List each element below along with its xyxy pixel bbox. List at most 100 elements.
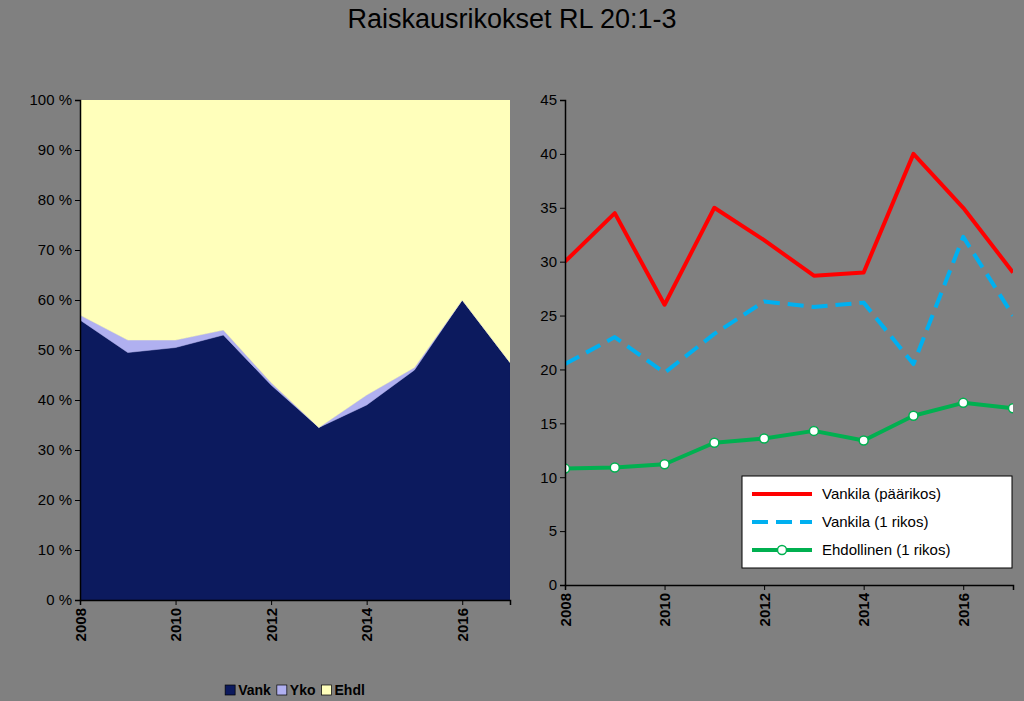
x-tick-label: 2010 [656,593,673,626]
y-tick-label: 70 % [38,241,72,258]
y-tick: 10 % [38,541,80,558]
y-tick-mark [560,585,565,586]
legend-label: Vankila (1 rikos) [822,513,928,530]
line-marker [610,463,619,472]
x-tick-label: 2016 [955,593,972,626]
y-tick-mark [75,600,80,601]
y-tick-mark [75,450,80,451]
legend-swatch [322,685,332,695]
x-tick: 2008 [557,585,574,626]
line-series [565,403,1013,469]
legend-swatch [277,685,287,695]
y-tick-label: 10 [540,469,557,486]
x-axis-line [566,586,1014,591]
y-tick-mark [560,369,565,370]
y-tick-mark [560,423,565,424]
x-tick-mark [565,585,566,590]
y-tick: 30 % [38,441,80,458]
y-tick: 80 % [38,191,80,208]
y-tick: 5 [549,522,565,539]
y-tick-mark [75,200,80,201]
y-tick: 60 % [38,291,80,308]
x-tick-mark [176,600,177,605]
y-tick-mark [75,550,80,551]
x-tick-mark [80,600,81,605]
chart-title: Raiskausrikokset RL 20:1-3 [347,4,676,34]
y-tick: 10 [540,469,565,486]
y-tick: 45 [540,91,565,108]
y-tick: 0 % [46,591,80,608]
y-tick-label: 20 [540,361,557,378]
x-tick-mark [764,585,765,590]
legend-item: Vank [225,682,271,698]
chart-panel: 0 5 10 15 20 25 30 35 40 45 2008 2010 2012 2014 2016 [540,91,1017,626]
x-axis: 20082010201220142016 [72,600,511,641]
x-tick-label: 2008 [557,593,574,626]
y-tick-label: 30 [540,253,557,270]
legend-swatch [752,492,812,496]
x-tick-label: 2012 [263,608,280,641]
legend-label: Vankila (päärikos) [822,485,941,502]
y-tick-mark [75,350,80,351]
y-tick: 100 % [29,91,80,108]
chart-panel: 0 %10 %20 %30 %40 %50 %60 %70 %80 %90 %1… [29,91,510,641]
y-tick-mark [560,316,565,317]
x-tick: 2014 [855,585,872,626]
y-tick: 40 [540,145,565,162]
x-tick: 2014 [358,600,375,641]
chart-root: Raiskausrikokset RL 20:1-30 %10 %20 %30 … [0,0,1024,701]
legend: VankYkoEhdl [225,682,365,698]
line-marker [660,460,669,469]
y-axis-line [75,101,81,601]
area-series [80,100,510,428]
line-marker [909,411,918,420]
y-tick-label: 0 % [46,591,72,608]
x-axis: 2008 2010 2012 2014 2016 [557,585,1014,626]
y-tick: 70 % [38,241,80,258]
x-tick: 2016 [454,600,471,641]
y-tick-mark [560,477,565,478]
y-tick: 30 [540,253,565,270]
y-tick-label: 50 % [38,341,72,358]
legend-label: Ehdollinen (1 rikos) [822,541,950,558]
y-tick-label: 0 [549,576,557,593]
y-tick-label: 25 [540,307,557,324]
x-tick: 2012 [756,585,773,626]
y-tick-label: 30 % [38,441,72,458]
y-tick-label: 15 [540,415,557,432]
y-tick: 20 [540,361,565,378]
y-tick-label: 45 [540,91,557,108]
y-axis: 0 5 10 15 20 25 30 35 40 45 [540,91,565,593]
y-tick-mark [560,262,565,263]
legend-label: Vank [238,682,271,698]
line-marker [859,436,868,445]
y-tick-label: 40 [540,145,557,162]
x-tick: 2010 [167,600,184,641]
y-axis-line [560,101,566,586]
y-tick-mark [75,300,80,301]
line-marker [760,434,769,443]
line-marker [959,398,968,407]
x-tick-mark [367,600,368,605]
y-tick: 0 [549,576,565,593]
y-tick: 25 [540,307,565,324]
y-tick-mark [560,208,565,209]
y-tick-label: 35 [540,199,557,216]
x-tick-label: 2012 [756,593,773,626]
line-marker [710,438,719,447]
x-tick-mark [963,585,964,590]
y-tick-label: 100 % [29,91,72,108]
y-tick-label: 60 % [38,291,72,308]
x-tick: 2016 [955,585,972,626]
y-tick-label: 80 % [38,191,72,208]
x-tick-label: 2010 [167,608,184,641]
y-tick-mark [75,150,80,151]
legend-swatch [225,685,235,695]
x-tick-mark [271,600,272,605]
legend-marker [778,546,787,555]
y-tick: 50 % [38,341,80,358]
legend-label: Yko [290,682,316,698]
legend-box [742,476,1012,568]
line-marker [1009,404,1014,413]
y-tick-label: 90 % [38,141,72,158]
